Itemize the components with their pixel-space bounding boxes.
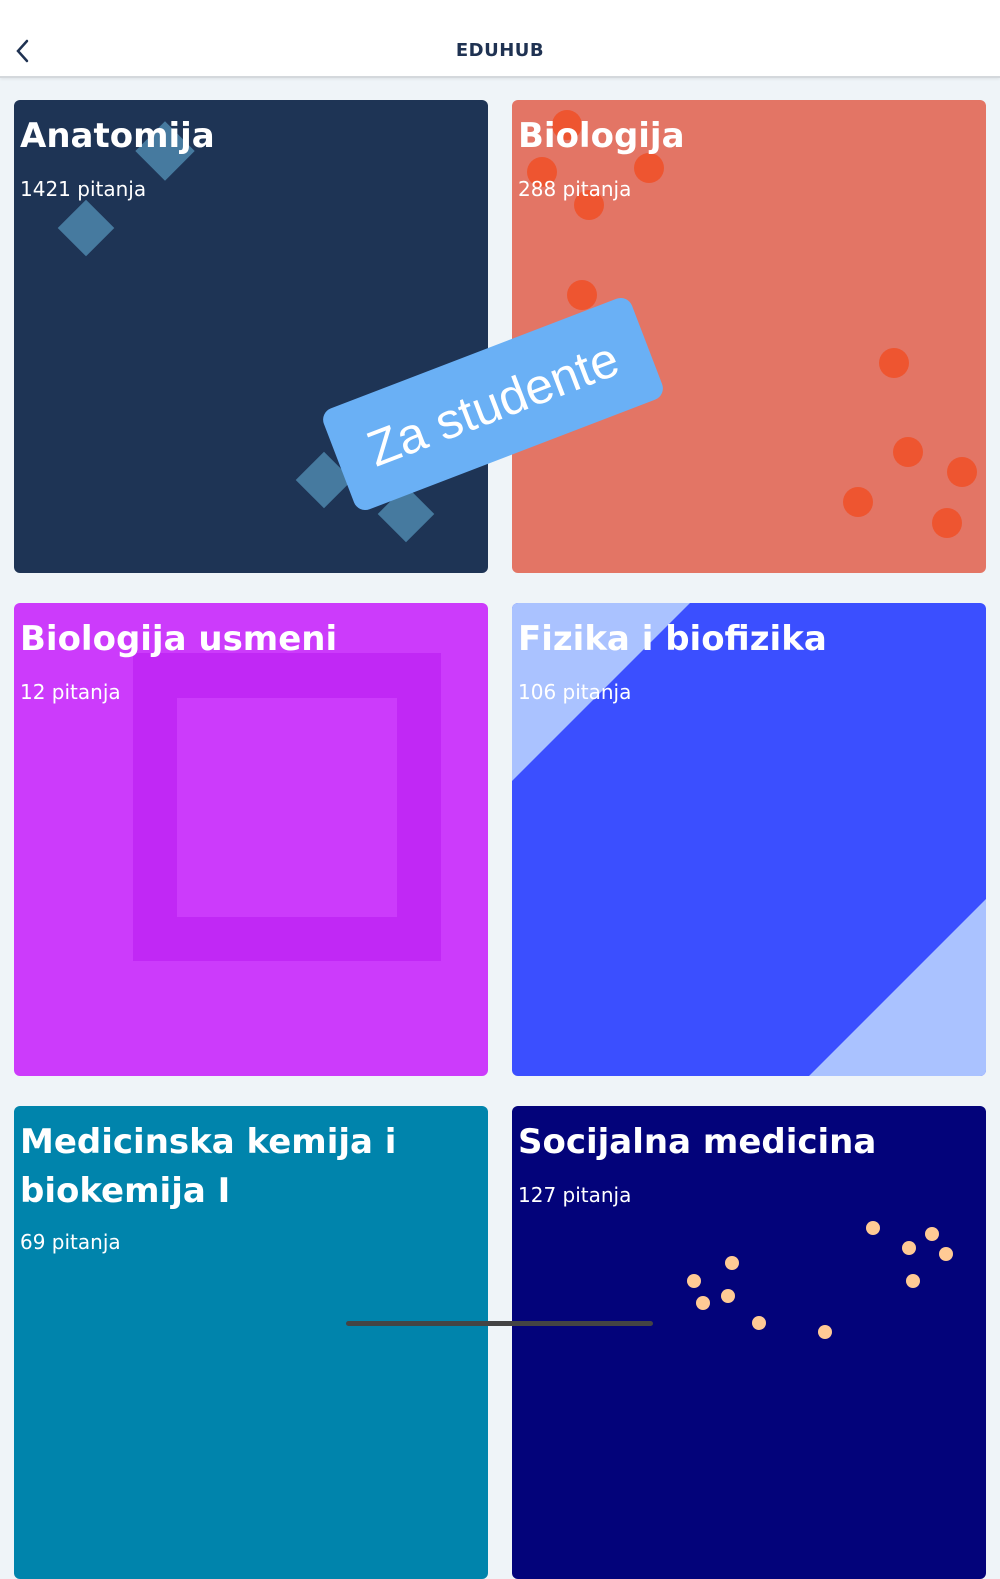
dots-decoration xyxy=(687,1221,953,1339)
card-title: Medicinska kemija i biokemija I xyxy=(20,1122,397,1211)
chevron-left-icon[interactable] xyxy=(12,38,34,64)
question-count: 127 pitanja xyxy=(518,1183,632,1207)
circles-decoration xyxy=(527,110,977,538)
course-card-biologija[interactable]: Biologija 288 pitanja xyxy=(512,100,986,573)
square-decoration xyxy=(177,698,397,917)
top-bar: EDUHUB xyxy=(0,0,1000,78)
card-title: Fizika i biofizika xyxy=(518,619,827,659)
course-card-medicinska-kemija[interactable]: Medicinska kemija i biokemija I 69 pitan… xyxy=(14,1106,488,1579)
question-count: 288 pitanja xyxy=(518,177,632,201)
course-card-socijalna-medicina[interactable]: Socijalna medicina 127 pitanja xyxy=(512,1106,986,1579)
question-count: 69 pitanja xyxy=(20,1230,121,1254)
triangle-decoration xyxy=(512,603,986,1076)
card-title: Biologija xyxy=(518,116,685,156)
question-count: 12 pitanja xyxy=(20,680,121,704)
card-title: Anatomija xyxy=(20,116,215,156)
card-title: Biologija usmeni xyxy=(20,619,338,659)
course-card-fizika[interactable]: Fizika i biofizika 106 pitanja xyxy=(512,603,986,1076)
diamond-decoration xyxy=(57,199,115,257)
app-title: EDUHUB xyxy=(455,40,545,61)
question-count: 1421 pitanja xyxy=(20,177,147,201)
card-title: Socijalna medicina xyxy=(518,1122,877,1162)
home-indicator[interactable] xyxy=(346,1321,653,1326)
course-card-anatomija[interactable]: Anatomija 1421 pitanja xyxy=(14,100,488,573)
question-count: 106 pitanja xyxy=(518,680,632,704)
course-card-biologija-usmeni[interactable]: Biologija usmeni 12 pitanja xyxy=(14,603,488,1076)
